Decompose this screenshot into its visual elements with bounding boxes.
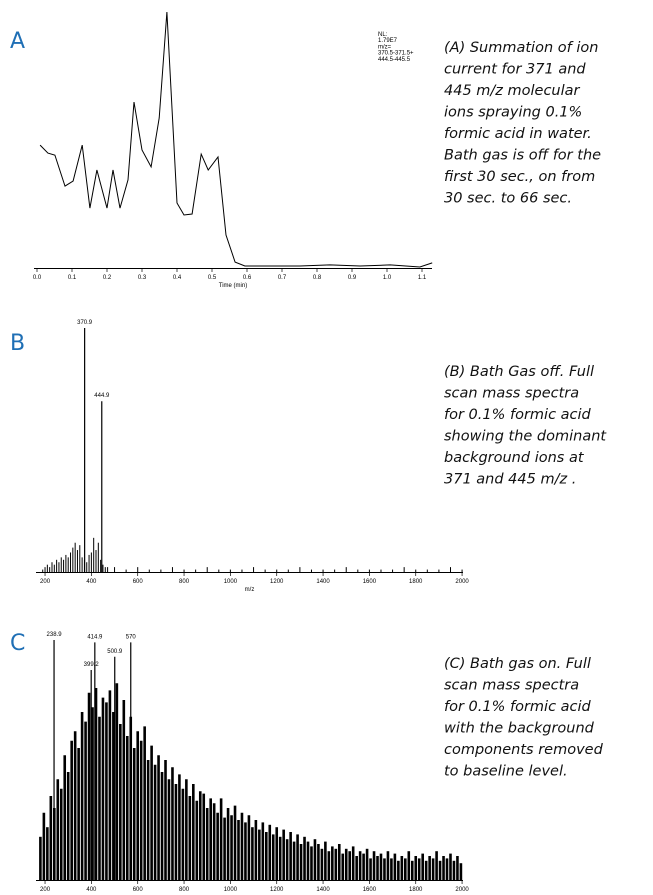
x-axis-label: Time (min) (219, 283, 247, 289)
panel-letter: A (10, 29, 25, 54)
caption-line: Bath gas is off for the (444, 148, 601, 164)
x-tick-label: 1800 (409, 579, 423, 585)
panel-letter: B (10, 331, 25, 356)
caption-line: ions spraying 0.1% (444, 105, 582, 121)
caption-line: first 30 sec., on from (444, 169, 595, 185)
peak-label: 370.9 (77, 320, 93, 326)
caption-line: with the background (444, 721, 595, 737)
x-tick-label: 600 (133, 579, 144, 585)
x-tick-label: 800 (179, 887, 190, 893)
x-tick-label: 0.9 (348, 275, 357, 281)
x-tick-label: 2000 (455, 887, 469, 893)
x-tick-label: 1000 (224, 887, 238, 893)
caption-line: 445 m/z molecular (444, 83, 581, 99)
caption-line: (A) Summation of ion (444, 40, 598, 56)
annotation: 444.5-445.5 (378, 57, 411, 63)
caption-line: 30 sec. to 66 sec. (444, 191, 572, 207)
x-tick-label: 1200 (270, 579, 284, 585)
x-tick-label: 400 (86, 887, 97, 893)
x-tick-label: 1200 (270, 887, 284, 893)
caption-line: scan mass spectra (444, 386, 579, 402)
x-tick-label: 1400 (316, 887, 330, 893)
x-tick-label: 1400 (316, 579, 330, 585)
caption-line: formic acid in water. (444, 126, 592, 142)
x-tick-label: 200 (40, 887, 51, 893)
annotation: NL: (378, 32, 388, 38)
caption-line: background ions at (444, 450, 585, 466)
x-tick-label: 1600 (363, 887, 377, 893)
x-tick-label: 0.6 (243, 275, 252, 281)
x-tick-label: 400 (86, 579, 97, 585)
x-axis-label: m/z (245, 587, 255, 593)
x-tick-label: 0.2 (103, 275, 112, 281)
x-tick-label: 0.5 (208, 275, 217, 281)
peak-label: 238.9 (47, 632, 63, 638)
panel-letter: C (10, 631, 25, 656)
caption-line: for 0.1% formic acid (444, 407, 592, 423)
annotation: m/z= (378, 44, 392, 50)
ion-current-line (39, 11, 433, 268)
peak-label: 570 (126, 634, 137, 640)
x-tick-label: 1600 (363, 579, 377, 585)
x-tick-label: 0.1 (68, 275, 77, 281)
caption-line: (C) Bath gas on. Full (444, 656, 591, 672)
x-tick-label: 0.4 (173, 275, 182, 281)
peak-label: 414.9 (87, 634, 103, 640)
caption-line: scan mass spectra (444, 678, 579, 694)
x-tick-label: 1.1 (418, 275, 427, 281)
annotation: 1.79E7 (378, 38, 398, 44)
caption-line: components removed (444, 742, 604, 758)
caption-line: showing the dominant (444, 429, 607, 445)
x-tick-label: 0.7 (278, 275, 287, 281)
x-tick-label: 1.0 (383, 275, 392, 281)
peak-label: 444.9 (94, 393, 110, 399)
x-tick-label: 1000 (224, 579, 238, 585)
caption-line: (B) Bath Gas off. Full (444, 364, 594, 380)
caption-line: 371 and 445 m/z . (444, 472, 576, 488)
x-tick-label: 0.8 (313, 275, 322, 281)
x-tick-label: 0.0 (33, 275, 42, 281)
x-tick-label: 2000 (455, 579, 469, 585)
x-tick-label: 800 (179, 579, 190, 585)
peak-label: 399.2 (84, 662, 100, 668)
peak-label: 500.9 (107, 649, 123, 655)
caption-line: current for 371 and (444, 62, 586, 78)
x-tick-label: 200 (40, 579, 51, 585)
x-tick-label: 1800 (409, 887, 423, 893)
caption-line: to baseline level. (444, 764, 568, 780)
caption-line: for 0.1% formic acid (444, 699, 592, 715)
x-tick-label: 0.3 (138, 275, 147, 281)
x-tick-label: 600 (133, 887, 144, 893)
annotation: 370.5-371.5+ (378, 51, 414, 57)
